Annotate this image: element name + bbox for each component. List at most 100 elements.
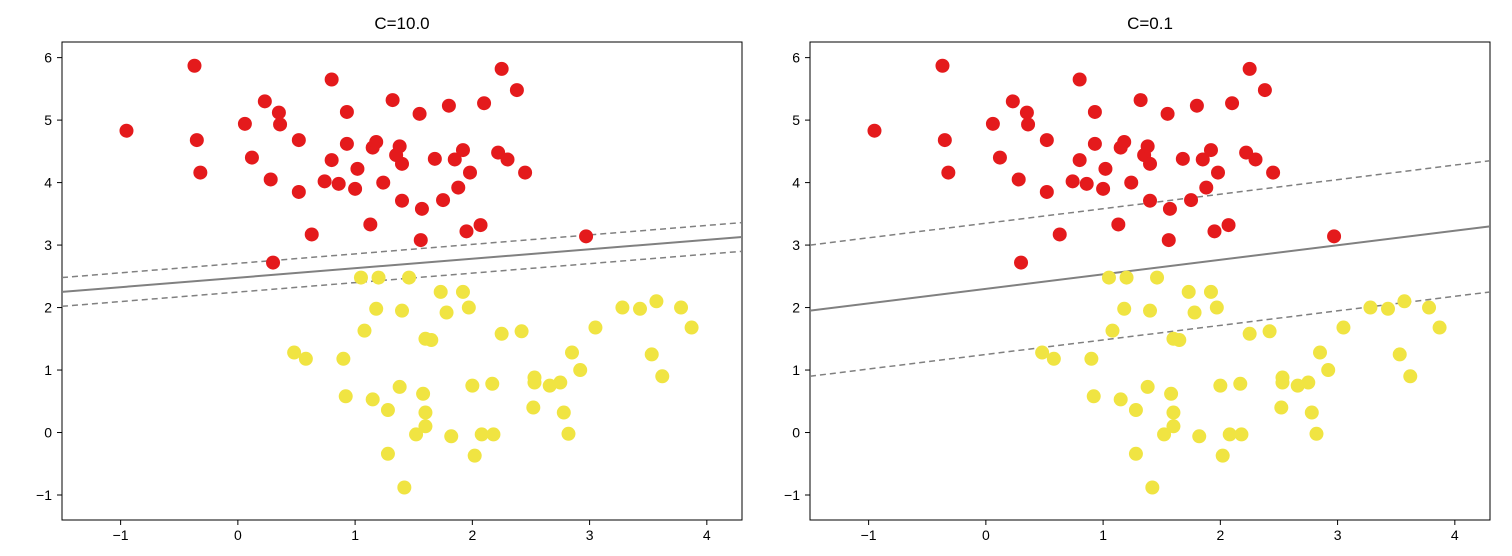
data-point-yellow	[1263, 324, 1277, 338]
data-point-yellow	[336, 352, 350, 366]
data-point-yellow	[1182, 285, 1196, 299]
y-tick-label: −1	[784, 487, 800, 503]
data-point-red	[1249, 152, 1263, 166]
data-point-red	[1266, 166, 1280, 180]
data-point-red	[1199, 181, 1213, 195]
data-point-yellow	[456, 285, 470, 299]
data-point-red	[245, 151, 259, 165]
data-point-yellow	[485, 377, 499, 391]
data-point-yellow	[527, 371, 541, 385]
data-point-red	[477, 96, 491, 110]
data-point-red	[393, 139, 407, 153]
data-point-red	[938, 133, 952, 147]
data-point-red	[1080, 177, 1094, 191]
data-point-red	[414, 233, 428, 247]
data-point-red	[867, 124, 881, 138]
data-point-yellow	[1114, 392, 1128, 406]
data-point-red	[369, 135, 383, 149]
data-point-yellow	[402, 271, 416, 285]
subplot-right: C=0.1 −101234−10123456	[810, 42, 1490, 520]
data-point-yellow	[339, 389, 353, 403]
data-point-red	[459, 224, 473, 238]
data-point-red	[190, 133, 204, 147]
data-point-red	[986, 117, 1000, 131]
data-point-yellow	[1164, 387, 1178, 401]
data-point-red	[941, 166, 955, 180]
data-point-red	[1088, 137, 1102, 151]
data-point-red	[386, 93, 400, 107]
x-tick-label: 0	[982, 527, 990, 543]
data-point-yellow	[381, 447, 395, 461]
y-tick-label: 2	[44, 300, 52, 316]
data-point-red	[266, 256, 280, 270]
data-point-red	[442, 99, 456, 113]
data-point-red	[1088, 105, 1102, 119]
data-point-red	[273, 117, 287, 131]
data-point-red	[993, 151, 1007, 165]
data-point-yellow	[557, 406, 571, 420]
figure: C=10.0 −101234−10123456 C=0.1 −101234−10…	[0, 0, 1512, 556]
data-point-yellow	[1192, 429, 1206, 443]
data-point-red	[501, 152, 515, 166]
y-tick-label: 6	[44, 50, 52, 66]
data-point-red	[1211, 166, 1225, 180]
data-point-red	[1143, 157, 1157, 171]
data-point-red	[348, 182, 362, 196]
data-point-red	[436, 193, 450, 207]
data-point-red	[1243, 62, 1257, 76]
x-tick-label: 2	[468, 527, 476, 543]
y-tick-label: 5	[44, 112, 52, 128]
margin-line	[62, 251, 742, 306]
data-point-yellow	[468, 449, 482, 463]
data-point-yellow	[393, 380, 407, 394]
data-point-red	[1225, 96, 1239, 110]
data-point-red	[415, 202, 429, 216]
data-point-red	[451, 181, 465, 195]
data-point-red	[1096, 182, 1110, 196]
data-point-red	[1258, 83, 1272, 97]
data-point-yellow	[1313, 346, 1327, 360]
data-point-red	[1053, 227, 1067, 241]
x-tick-label: 3	[1334, 527, 1342, 543]
data-point-yellow	[1166, 419, 1180, 433]
data-point-yellow	[486, 427, 500, 441]
y-tick-label: 2	[792, 300, 800, 316]
data-point-yellow	[1233, 377, 1247, 391]
data-point-yellow	[1216, 449, 1230, 463]
data-point-yellow	[416, 387, 430, 401]
data-point-red	[187, 59, 201, 73]
data-point-yellow	[1084, 352, 1098, 366]
subplot-right-svg: −101234−10123456	[770, 42, 1500, 550]
data-point-red	[413, 107, 427, 121]
data-point-yellow	[1188, 306, 1202, 320]
data-point-yellow	[397, 481, 411, 495]
x-tick-label: 2	[1216, 527, 1224, 543]
data-point-yellow	[1433, 321, 1447, 335]
data-point-red	[1021, 117, 1035, 131]
data-point-yellow	[462, 301, 476, 315]
data-point-yellow	[526, 401, 540, 415]
x-tick-label: 4	[703, 527, 711, 543]
data-point-red	[1012, 172, 1026, 186]
x-tick-label: −1	[113, 527, 129, 543]
y-tick-label: 6	[792, 50, 800, 66]
x-tick-label: 3	[586, 527, 594, 543]
data-point-yellow	[565, 346, 579, 360]
data-point-red	[272, 106, 286, 120]
data-point-red	[1124, 176, 1138, 190]
data-point-yellow	[1166, 406, 1180, 420]
data-point-red	[495, 62, 509, 76]
y-tick-label: 1	[44, 362, 52, 378]
data-point-yellow	[465, 379, 479, 393]
data-point-red	[1006, 94, 1020, 108]
data-point-red	[1073, 153, 1087, 167]
data-point-red	[305, 227, 319, 241]
data-point-yellow	[674, 301, 688, 315]
data-point-red	[1014, 256, 1028, 270]
data-point-red	[395, 194, 409, 208]
data-point-red	[456, 143, 470, 157]
data-point-yellow	[655, 369, 669, 383]
data-point-yellow	[1143, 304, 1157, 318]
data-point-red	[1143, 194, 1157, 208]
data-point-red	[1184, 193, 1198, 207]
